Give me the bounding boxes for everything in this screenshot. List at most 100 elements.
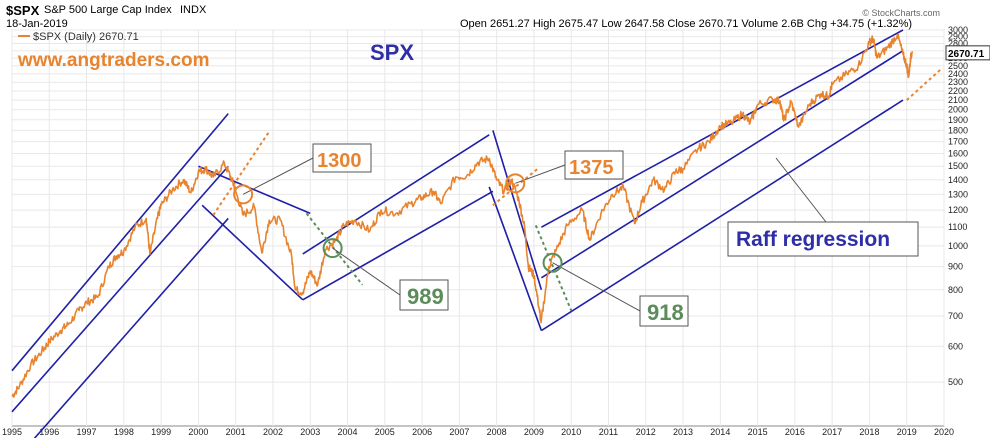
- low-value: 2647.58: [624, 18, 665, 30]
- x-tick-label: 2003: [300, 427, 320, 437]
- x-tick-label: 2011: [599, 427, 618, 437]
- marker-circle: [322, 238, 343, 259]
- y-tick-label: 1700: [948, 137, 968, 147]
- x-tick-label: 2017: [822, 427, 842, 437]
- callout-line: [242, 157, 314, 195]
- volume-label: Volume: [741, 18, 779, 30]
- y-tick-label: 3000: [948, 25, 968, 35]
- y-tick-label: 600: [948, 341, 963, 351]
- y-tick-label: 1200: [948, 205, 968, 215]
- x-tick-label: 2007: [449, 427, 469, 437]
- high-value: 2675.47: [558, 18, 599, 30]
- y-tick-label: 1600: [948, 149, 968, 159]
- y-tick-label: 2300: [948, 77, 968, 87]
- y-tick-label: 1900: [948, 115, 968, 125]
- y-tick-label: 2200: [948, 86, 968, 96]
- y-tick-label: 2500: [948, 61, 968, 71]
- channel-line: [488, 186, 543, 331]
- projection-line: [492, 168, 539, 207]
- x-tick-label: 1997: [77, 427, 97, 437]
- marker-circle: [542, 252, 563, 273]
- y-tick-label: 2800: [948, 39, 968, 49]
- chart-title: SPX: [370, 40, 414, 65]
- x-tick-label: 2014: [710, 427, 730, 437]
- chg-value: +34.75 (+1.32%): [830, 18, 913, 30]
- x-tick-label: 2018: [859, 427, 879, 437]
- x-tick-label: 2009: [524, 427, 544, 437]
- close-label: Close: [667, 18, 696, 30]
- price-line: [11, 33, 914, 398]
- ohlc-readout: Open 2651.27 High 2675.47 Low 2647.58 Cl…: [460, 18, 912, 30]
- y-tick-label: 1000: [948, 241, 968, 251]
- x-tick-label: 2012: [636, 427, 656, 437]
- callout-box: [399, 279, 449, 311]
- x-tick-label: 2005: [375, 427, 395, 437]
- x-tick-label: 2004: [338, 427, 358, 437]
- symbol: $SPX: [6, 3, 40, 18]
- callout-box: [312, 143, 372, 173]
- projection-line: [212, 130, 271, 216]
- x-tick-label: 2000: [188, 427, 208, 437]
- label-918: 918: [647, 300, 684, 325]
- projection-line: [906, 69, 941, 101]
- channel-line: [302, 190, 494, 301]
- callout-line: [332, 247, 401, 296]
- channel-line: [33, 217, 229, 438]
- regression-label: Raff regression: [736, 228, 890, 251]
- callout-box: [639, 295, 689, 327]
- x-tick-label: 1998: [114, 427, 134, 437]
- x-tick-label: 2013: [673, 427, 693, 437]
- chg-label: Chg: [806, 18, 828, 30]
- date: 18-Jan-2019: [6, 18, 68, 30]
- y-tick-label: 2900: [948, 32, 968, 42]
- watermark: © StockCharts.com: [862, 8, 940, 18]
- y-tick-label: 1100: [948, 222, 967, 232]
- y-tick-label: 2100: [948, 95, 968, 105]
- regression-callout-line: [775, 157, 827, 223]
- channel-line: [302, 134, 490, 255]
- y-tick-label: 2400: [948, 69, 968, 79]
- legend-label: $SPX (Daily) 2670.71: [33, 31, 139, 43]
- x-tick-label: 2010: [561, 427, 581, 437]
- last-price-value: 2670.71: [948, 49, 985, 60]
- x-tick-label: 2019: [897, 427, 917, 437]
- x-tick-label: 2015: [748, 427, 768, 437]
- label-1375: 1375: [569, 157, 614, 179]
- channel-line: [540, 50, 904, 279]
- marker-circle: [233, 184, 254, 205]
- channel-line: [201, 204, 304, 301]
- y-tick-label: 1300: [948, 189, 968, 199]
- close-value: 2670.71: [698, 18, 739, 30]
- channel-line: [11, 113, 229, 372]
- index-name: S&P 500 Large Cap Index: [44, 4, 172, 16]
- label-1300: 1300: [317, 150, 362, 172]
- x-tick-label: 1999: [151, 427, 171, 437]
- x-tick-label: 2020: [934, 427, 954, 437]
- x-tick-label: 2008: [487, 427, 507, 437]
- y-tick-label: 800: [948, 285, 963, 295]
- channel-line: [198, 165, 311, 215]
- x-tick-label: 2016: [785, 427, 805, 437]
- y-tick-label: 2000: [948, 105, 968, 115]
- volume-value: 2.6B: [781, 18, 804, 30]
- channel-line: [11, 165, 229, 413]
- exchange: INDX: [180, 4, 207, 16]
- open-value: 2651.27: [489, 18, 530, 30]
- label-989: 989: [407, 284, 444, 309]
- y-tick-label: 1500: [948, 161, 968, 171]
- x-tick-label: 1995: [2, 427, 22, 437]
- channel-line: [492, 130, 543, 291]
- x-tick-label: 2002: [263, 427, 283, 437]
- last-price-tag: [945, 45, 990, 61]
- channel-line: [540, 99, 904, 332]
- x-tick-label: 1996: [39, 427, 59, 437]
- callout-line: [552, 262, 641, 312]
- low-label: Low: [601, 18, 622, 30]
- website-label: www.angtraders.com: [17, 50, 209, 71]
- open-label: Open: [460, 18, 487, 30]
- regression-box: [727, 221, 919, 257]
- y-tick-label: 1800: [948, 125, 968, 135]
- callout-box: [564, 150, 624, 180]
- x-tick-label: 2001: [226, 427, 246, 437]
